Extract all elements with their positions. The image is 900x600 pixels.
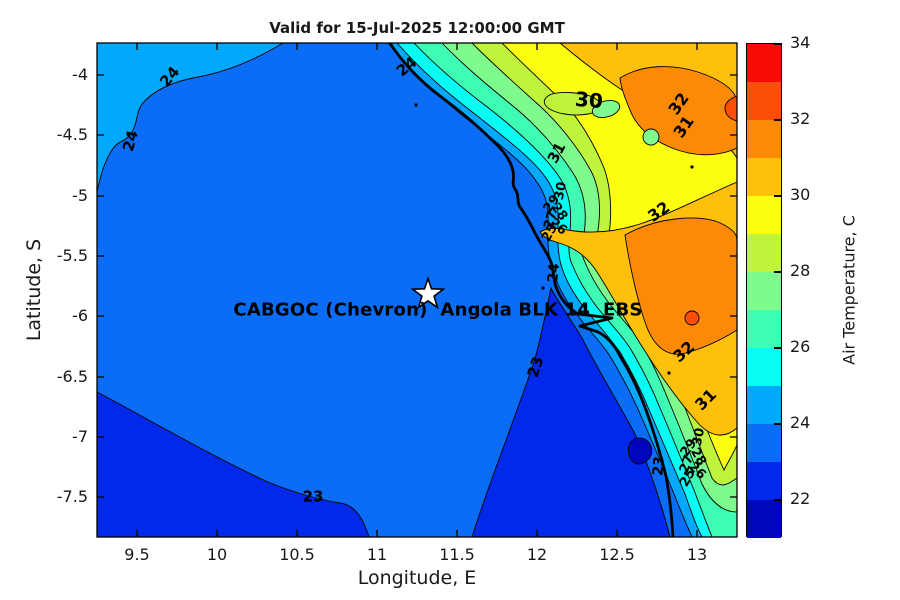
colorbar-tick-label: 28 [790, 261, 811, 280]
axis-tick-marks [97, 43, 737, 537]
hot-sliver-32-33 [724, 95, 737, 122]
cool-spot-28-29 [543, 92, 601, 116]
contour-label: 23 [650, 455, 668, 477]
y-tick-label: -5 [72, 186, 88, 205]
y-tick-label: -4 [72, 65, 88, 84]
x-tick-label: 11 [366, 545, 388, 564]
colorbar-band [747, 120, 781, 158]
colorbar-tick-mark [774, 195, 781, 197]
x-tick-label: 12.5 [599, 545, 635, 564]
contour-label: 24 [545, 262, 563, 284]
colorbar-tick-label: 34 [790, 33, 811, 52]
contour-label: 30 [574, 86, 604, 114]
colorbar-tick-label: 26 [790, 337, 811, 356]
chart-title: Valid for 15-Jul-2025 12:00:00 GMT [269, 19, 565, 37]
colorbar-band [747, 386, 781, 424]
colorbar-tick-label: 24 [790, 413, 811, 432]
colorbar-band [747, 196, 781, 234]
colorbar-tick-mark [774, 43, 781, 45]
y-tick-label: -6.5 [56, 367, 88, 386]
colorbar-tick-mark [774, 347, 781, 349]
nw-patch-24-25 [97, 43, 284, 193]
warm-blob-31-32-mid [624, 217, 737, 355]
y-tick-label: -5.5 [56, 246, 88, 265]
hot-spot-32-33 [684, 310, 700, 326]
colorbar-band [747, 348, 781, 386]
x-tick-label: 9.5 [124, 545, 150, 564]
colorbar-band [747, 234, 781, 272]
colorbar-tick-mark [774, 423, 781, 425]
x-tick-label: 12 [526, 545, 548, 564]
cool-spot-27-28-a [591, 100, 621, 118]
colorbar-band [747, 158, 781, 196]
colorbar-band [747, 462, 781, 500]
y-tick-label: -7.5 [56, 487, 88, 506]
cool-spot-27-28-b [642, 128, 660, 146]
x-axis-label: Longitude, E [357, 567, 477, 589]
contour-fills [97, 43, 737, 537]
site-label: CABGOC (Chevron) Angola BLK 14 EBS [233, 299, 643, 321]
x-tick-label: 11.5 [439, 545, 475, 564]
colorbar-band [747, 310, 781, 348]
colorbar-tick-mark [774, 499, 781, 501]
coastline [388, 43, 675, 537]
cold-spot-21-22 [628, 437, 653, 465]
x-tick-label: 10 [206, 545, 228, 564]
colorbar-band [747, 272, 781, 310]
map-specks [414, 103, 694, 375]
contour-label: 23 [302, 487, 324, 506]
colorbar-tick-mark [774, 119, 781, 121]
colorbar-tick-label: 30 [790, 185, 811, 204]
x-tick-label: 13 [686, 545, 708, 564]
colorbar-band [747, 44, 781, 82]
cool-pool-22-23-southwest [97, 391, 370, 537]
y-tick-label: -6 [72, 306, 88, 325]
colorbar-band [747, 500, 781, 538]
colorbar [746, 43, 782, 538]
coastline-group [388, 43, 694, 537]
colorbar-label: Air Temperature, C [839, 215, 859, 365]
colorbar-tick-mark [774, 271, 781, 273]
plot-border [96, 42, 738, 538]
colorbar-band [747, 424, 781, 462]
y-tick-label: -4.5 [56, 125, 88, 144]
colorbar-tick-label: 32 [790, 109, 811, 128]
colorbar-tick-label: 22 [790, 489, 811, 508]
y-tick-label: -7 [72, 427, 88, 446]
colorbar-band [747, 82, 781, 120]
x-tick-label: 10.5 [279, 545, 315, 564]
site-star-marker [410, 276, 446, 310]
